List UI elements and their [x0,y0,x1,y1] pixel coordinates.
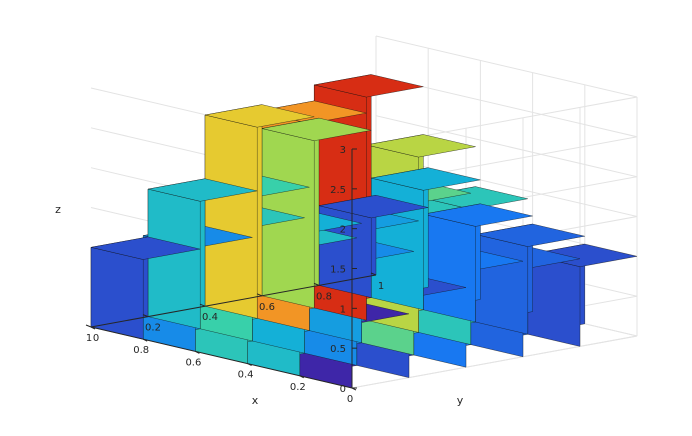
surface-side-face [147,188,201,330]
y-tick-label: 0.8 [316,291,332,302]
z-tick-label: 2.5 [330,185,346,196]
y-tick-label: 0.6 [259,302,275,313]
x-tick-mark [90,326,96,330]
y-tick-mark [85,324,92,328]
x-tick-label: 0.4 [238,370,254,381]
surface-side-face [423,213,476,323]
z-tick-label: 1 [340,304,346,315]
y-axis-line [90,274,377,328]
surface-top-face [147,178,258,202]
y-tick-mark [313,282,320,286]
tick-labels: 00.20.40.60.81 00.20.40.60.8100.511.522.5… [86,145,384,405]
z-tick-label: 1.5 [330,265,346,276]
y-tick-label: 1 [378,281,384,292]
y-tick-label: 0 [93,333,99,344]
x-tick-label: 0.2 [290,382,306,393]
surface-top-face [318,195,429,219]
x-tick-mark [247,363,252,367]
z-axis-label: z [55,203,61,216]
surface-top-face [475,223,585,247]
y-tick-label: 0.4 [202,312,218,323]
surface-side-face [475,234,529,335]
z-tick-label: 0.5 [330,344,346,355]
surface-top-face [261,117,372,141]
x-tick-label: 1 [86,333,92,344]
y-tick-mark [199,303,206,307]
surface-top-face [366,134,476,158]
y-tick-mark [370,272,377,276]
x-tick-mark [195,350,200,354]
surface-top-face [90,236,201,260]
z-tick-label: 3 [340,145,346,156]
y-tick-mark [256,293,263,297]
surface-plot [90,74,638,389]
surface-top-face [423,203,533,227]
x-tick-label: 0.8 [133,345,149,356]
x-axis-label: x [252,394,259,407]
x-axis-line [90,326,353,389]
z-tick-label: 2 [340,225,346,236]
x-tick-mark [299,375,305,379]
y-axis-label: y [457,394,464,407]
surface-top-face [314,74,424,98]
surface-side-face [204,114,258,319]
x-tick-mark [142,338,148,342]
y-tick-label: 0.2 [145,323,161,334]
surface-side-face [527,254,581,347]
surface-top-face [371,167,481,191]
x-tick-label: 0 [347,394,353,405]
z-tick-label: 0 [340,384,346,395]
x-tick-label: 0.6 [185,357,201,368]
surface-top-face [204,104,315,128]
y-tick-mark [142,314,149,318]
